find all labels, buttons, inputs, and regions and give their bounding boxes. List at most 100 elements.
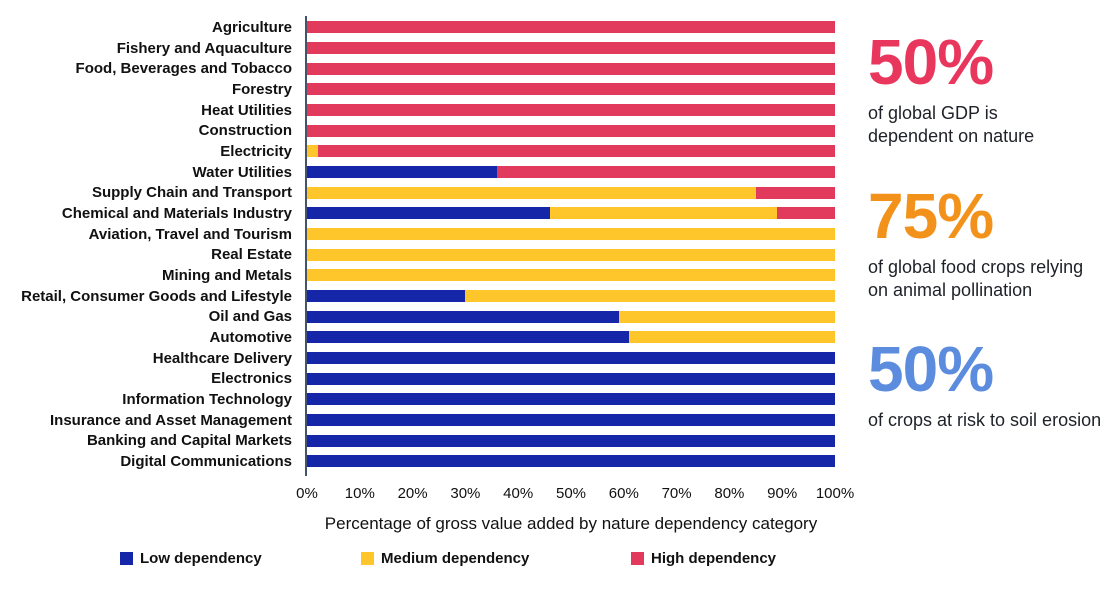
annotation-text: of global GDP is dependent on nature xyxy=(868,103,1035,147)
stacked-bar xyxy=(307,310,835,323)
bar-segment-low xyxy=(307,352,835,365)
bar-segment-medium xyxy=(307,228,835,241)
chart-row: Information Technology xyxy=(0,389,835,410)
category-label: Real Estate xyxy=(211,246,292,264)
annotation-text: of global food crops relying on animal p… xyxy=(868,257,1084,301)
stacked-bar xyxy=(307,352,835,365)
stacked-bar xyxy=(307,21,835,34)
category-label: Electronics xyxy=(211,370,292,388)
x-tick-label: 50% xyxy=(555,485,587,502)
stacked-bar xyxy=(307,331,835,344)
bar-segment-medium xyxy=(307,248,835,261)
annotation: 75% of global food crops relying on anima… xyxy=(868,184,1110,302)
stacked-bar xyxy=(307,83,835,96)
category-label: Oil and Gas xyxy=(208,308,292,326)
legend-swatch xyxy=(361,552,374,565)
chart-row: Water Utilities xyxy=(0,162,835,183)
stacked-bar xyxy=(307,104,835,117)
stacked-bar xyxy=(307,124,835,137)
bar-segment-medium xyxy=(618,310,835,323)
chart-row: Oil and Gas xyxy=(0,306,835,327)
chart-row: Heat Utilities xyxy=(0,100,835,121)
bar-segment-high xyxy=(307,21,835,34)
bar-segment-high xyxy=(307,42,835,54)
category-label: Mining and Metals xyxy=(161,266,292,284)
chart-row: Forestry xyxy=(0,79,835,100)
chart-row: Electricity xyxy=(0,141,835,162)
chart-row: Automotive xyxy=(0,327,835,348)
category-label: Food, Beverages and Tobacco xyxy=(75,60,292,78)
chart-row: Supply Chain and Transport xyxy=(0,182,835,203)
bar-segment-high xyxy=(497,166,835,179)
category-label: Banking and Capital Markets xyxy=(86,432,292,450)
annotation-text: of crops at risk to soil erosion xyxy=(868,410,1102,430)
chart-row: Mining and Metals xyxy=(0,265,835,286)
bar-segment-high xyxy=(755,186,835,199)
category-label: Agriculture xyxy=(211,18,292,36)
bar-segment-medium xyxy=(629,331,835,344)
bar-segment-medium xyxy=(307,145,318,158)
category-label: Information Technology xyxy=(122,390,292,408)
bar-segment-high xyxy=(307,62,835,75)
x-axis-ticks: 0% 10% 20% 30% 40% 50% 60% 70% 80% 90% 100% xyxy=(296,485,854,503)
chart-rows: Agriculture Fishery and Aquaculture Food, … xyxy=(0,17,835,472)
legend-swatch xyxy=(120,552,133,565)
stacked-bar xyxy=(307,248,835,261)
bar-segment-high xyxy=(307,124,835,137)
bar-segment-medium xyxy=(307,186,756,199)
bar-segment-low xyxy=(307,372,835,385)
category-label: Water Utilities xyxy=(192,163,292,181)
bar-segment-low xyxy=(307,434,835,447)
chart-row: Aviation, Travel and Tourism xyxy=(0,224,835,245)
chart-row: Retail, Consumer Goods and Lifestyle xyxy=(0,286,835,307)
legend-item: Low dependency xyxy=(120,550,262,567)
stacked-bar xyxy=(307,166,835,179)
y-axis-line xyxy=(305,16,307,476)
stacked-bar xyxy=(307,186,835,199)
stacked-bar xyxy=(307,434,835,447)
x-tick-label: 90% xyxy=(767,485,798,502)
annotation: 50% of global GDP is dependent on nature xyxy=(868,30,1110,148)
category-label: Heat Utilities xyxy=(201,101,292,119)
x-tick-label: 0% xyxy=(296,485,318,502)
stacked-bar xyxy=(307,228,835,241)
category-label: Construction xyxy=(198,122,292,140)
stacked-bar xyxy=(307,269,835,282)
x-tick-label: 80% xyxy=(714,485,745,502)
annotation-value: 75% xyxy=(868,180,994,252)
chart-row: Digital Communications xyxy=(0,451,835,472)
x-tick-label: 60% xyxy=(608,485,639,502)
category-label: Retail, Consumer Goods and Lifestyle xyxy=(21,287,292,305)
legend-swatch xyxy=(631,552,644,565)
category-label: Chemical and Materials Industry xyxy=(61,204,292,222)
chart-row: Insurance and Asset Management xyxy=(0,410,835,431)
category-label: Aviation, Travel and Tourism xyxy=(88,225,292,243)
x-tick-label: 30% xyxy=(450,485,481,502)
bar-segment-medium xyxy=(465,290,835,303)
x-tick-label: 40% xyxy=(503,485,534,502)
bar-segment-medium xyxy=(307,269,835,282)
chart-row: Chemical and Materials Industry xyxy=(0,203,835,224)
category-label: Forestry xyxy=(231,80,292,98)
bar-segment-low xyxy=(307,393,835,406)
chart-row: Fishery and Aquaculture xyxy=(0,38,835,59)
chart-row: Construction xyxy=(0,120,835,141)
annotation-value: 50% xyxy=(868,333,994,405)
category-label: Fishery and Aquaculture xyxy=(116,39,292,57)
x-axis-title: Percentage of gross value added by natur… xyxy=(324,514,818,533)
x-tick-label: 70% xyxy=(661,485,692,502)
chart-row: Banking and Capital Markets xyxy=(0,430,835,451)
chart-legend: Low dependency Medium dependency High depe… xyxy=(0,550,1110,570)
x-tick-label: 20% xyxy=(397,485,428,502)
stacked-bar xyxy=(307,455,835,468)
bar-segment-low xyxy=(307,290,466,303)
category-label: Electricity xyxy=(220,142,292,160)
stacked-bar xyxy=(307,207,835,220)
legend-item: High dependency xyxy=(631,550,776,567)
legend-label: Low dependency xyxy=(140,550,262,567)
chart-row: Healthcare Delivery xyxy=(0,348,835,369)
bar-segment-high xyxy=(317,145,835,158)
x-tick-label: 100% xyxy=(815,485,855,502)
bar-segment-high xyxy=(307,104,835,117)
